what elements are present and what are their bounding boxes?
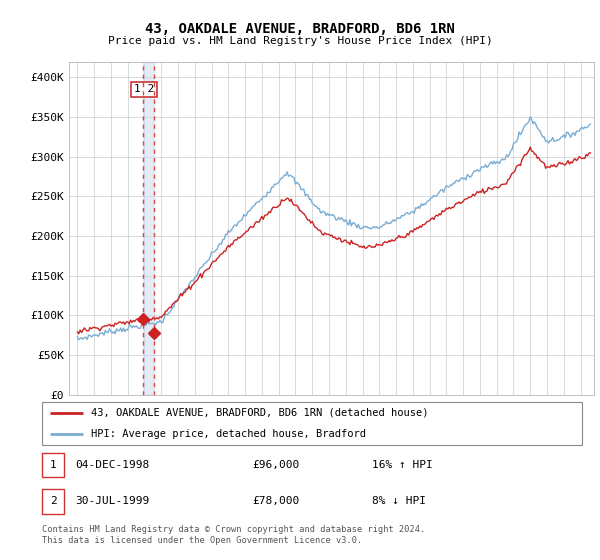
Text: £78,000: £78,000 <box>252 497 299 506</box>
Text: Price paid vs. HM Land Registry's House Price Index (HPI): Price paid vs. HM Land Registry's House … <box>107 36 493 46</box>
Text: Contains HM Land Registry data © Crown copyright and database right 2024.
This d: Contains HM Land Registry data © Crown c… <box>42 525 425 545</box>
Text: 04-DEC-1998: 04-DEC-1998 <box>75 460 149 470</box>
Text: 1: 1 <box>50 460 56 470</box>
Text: 16% ↑ HPI: 16% ↑ HPI <box>372 460 433 470</box>
Text: 1 2: 1 2 <box>134 85 154 95</box>
Text: 43, OAKDALE AVENUE, BRADFORD, BD6 1RN (detached house): 43, OAKDALE AVENUE, BRADFORD, BD6 1RN (d… <box>91 408 428 418</box>
Text: £96,000: £96,000 <box>252 460 299 470</box>
Text: 43, OAKDALE AVENUE, BRADFORD, BD6 1RN: 43, OAKDALE AVENUE, BRADFORD, BD6 1RN <box>145 22 455 36</box>
Text: 2: 2 <box>50 497 56 506</box>
Text: 8% ↓ HPI: 8% ↓ HPI <box>372 497 426 506</box>
Text: 30-JUL-1999: 30-JUL-1999 <box>75 497 149 506</box>
Bar <box>143 62 154 395</box>
Text: HPI: Average price, detached house, Bradford: HPI: Average price, detached house, Brad… <box>91 429 365 439</box>
FancyBboxPatch shape <box>42 402 582 445</box>
